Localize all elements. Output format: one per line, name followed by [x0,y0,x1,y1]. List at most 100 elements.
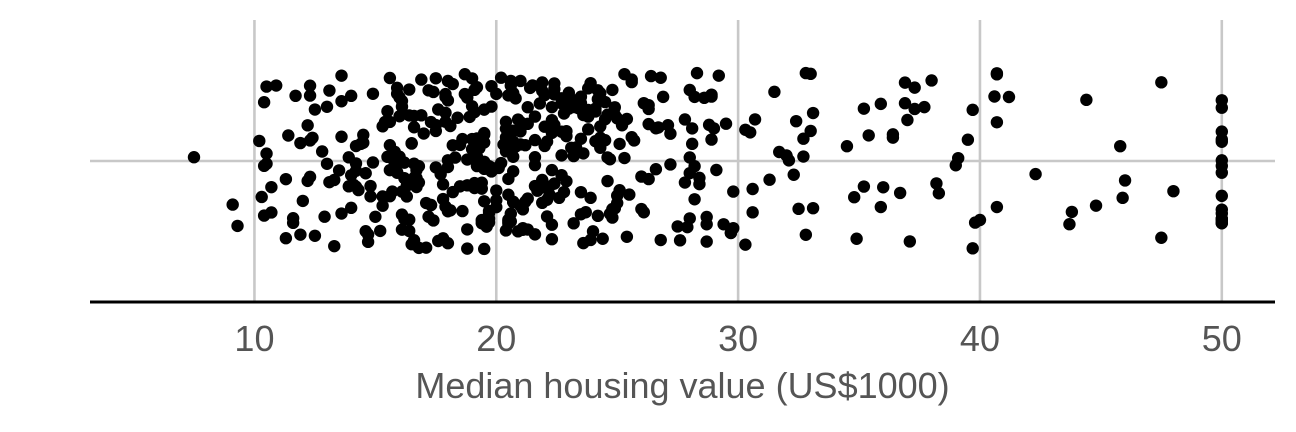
data-point [545,100,559,114]
data-point [739,238,752,251]
data-point [383,71,397,85]
data-point [359,167,372,180]
data-point [286,212,300,225]
data-point [451,111,464,124]
data-point [446,139,459,152]
data-point [748,113,762,126]
data-points [187,66,1229,256]
data-point [403,224,416,238]
data-point [429,161,443,174]
data-point [603,153,617,166]
data-point [366,156,380,169]
data-point [857,180,871,193]
data-point [323,175,336,189]
data-point [966,103,979,117]
data-point [531,184,544,197]
data-point [1215,203,1229,216]
data-point [470,132,484,145]
data-point [475,216,488,230]
data-point [376,199,389,212]
data-point [494,71,508,84]
data-point [441,160,455,174]
data-point [279,232,293,245]
data-point [521,192,534,205]
data-point [654,233,667,247]
data-point [502,172,515,186]
data-point [320,157,334,170]
data-point [187,151,201,164]
data-point [1215,189,1229,203]
data-point [560,129,573,143]
data-point [625,130,638,144]
data-point [257,209,271,222]
data-point [1155,76,1168,89]
data-point [499,122,513,135]
data-point [656,90,670,104]
data-point [555,149,568,162]
data-point [780,149,793,162]
x-axis-title: Median housing value (US$1000) [415,365,949,406]
data-point [528,133,542,147]
data-point [642,98,655,112]
data-point [257,159,271,173]
data-point [383,115,397,129]
data-point [456,132,469,146]
data-point [700,235,713,248]
data-point [886,128,900,141]
x-tick-label-10: 10 [234,318,274,359]
data-point [584,191,597,205]
data-point [499,145,513,158]
data-point [463,110,476,124]
data-point [594,120,607,133]
data-point [700,218,713,231]
data-point [792,202,805,216]
data-point [806,106,820,120]
data-point [545,163,559,177]
data-point [270,79,283,92]
data-point [746,182,759,196]
data-point [988,90,1001,103]
data-point [608,101,621,114]
data-point [320,100,334,114]
data-point [323,84,336,97]
data-point [930,177,943,190]
data-point [398,156,411,169]
data-point [253,134,266,148]
data-point [439,115,452,129]
data-point [415,109,428,122]
data-point [490,87,503,101]
data-point [1063,218,1076,231]
data-point [877,181,890,194]
data-point [1116,191,1129,205]
data-point [548,77,561,90]
data-point [727,221,740,235]
data-point [678,113,692,126]
data-point [441,205,455,218]
data-point [1215,101,1229,114]
data-point [562,86,576,99]
data-point [422,84,435,97]
data-point [961,133,975,146]
data-point [461,223,474,236]
data-point [516,223,530,236]
data-point [538,88,551,102]
data-point [683,83,696,97]
data-point [393,110,406,123]
data-point [1080,93,1093,107]
data-point [349,180,363,193]
data-point [395,94,409,108]
data-point [344,89,358,103]
data-point [932,187,946,200]
data-point [1029,167,1042,181]
data-point [898,76,912,89]
data-point [990,116,1004,129]
data-point [635,202,648,216]
data-point [390,81,404,95]
data-point [908,81,921,94]
data-point [678,176,692,189]
data-point [596,232,609,245]
data-point [598,134,612,147]
data-point [417,127,430,140]
data-point [673,234,687,247]
